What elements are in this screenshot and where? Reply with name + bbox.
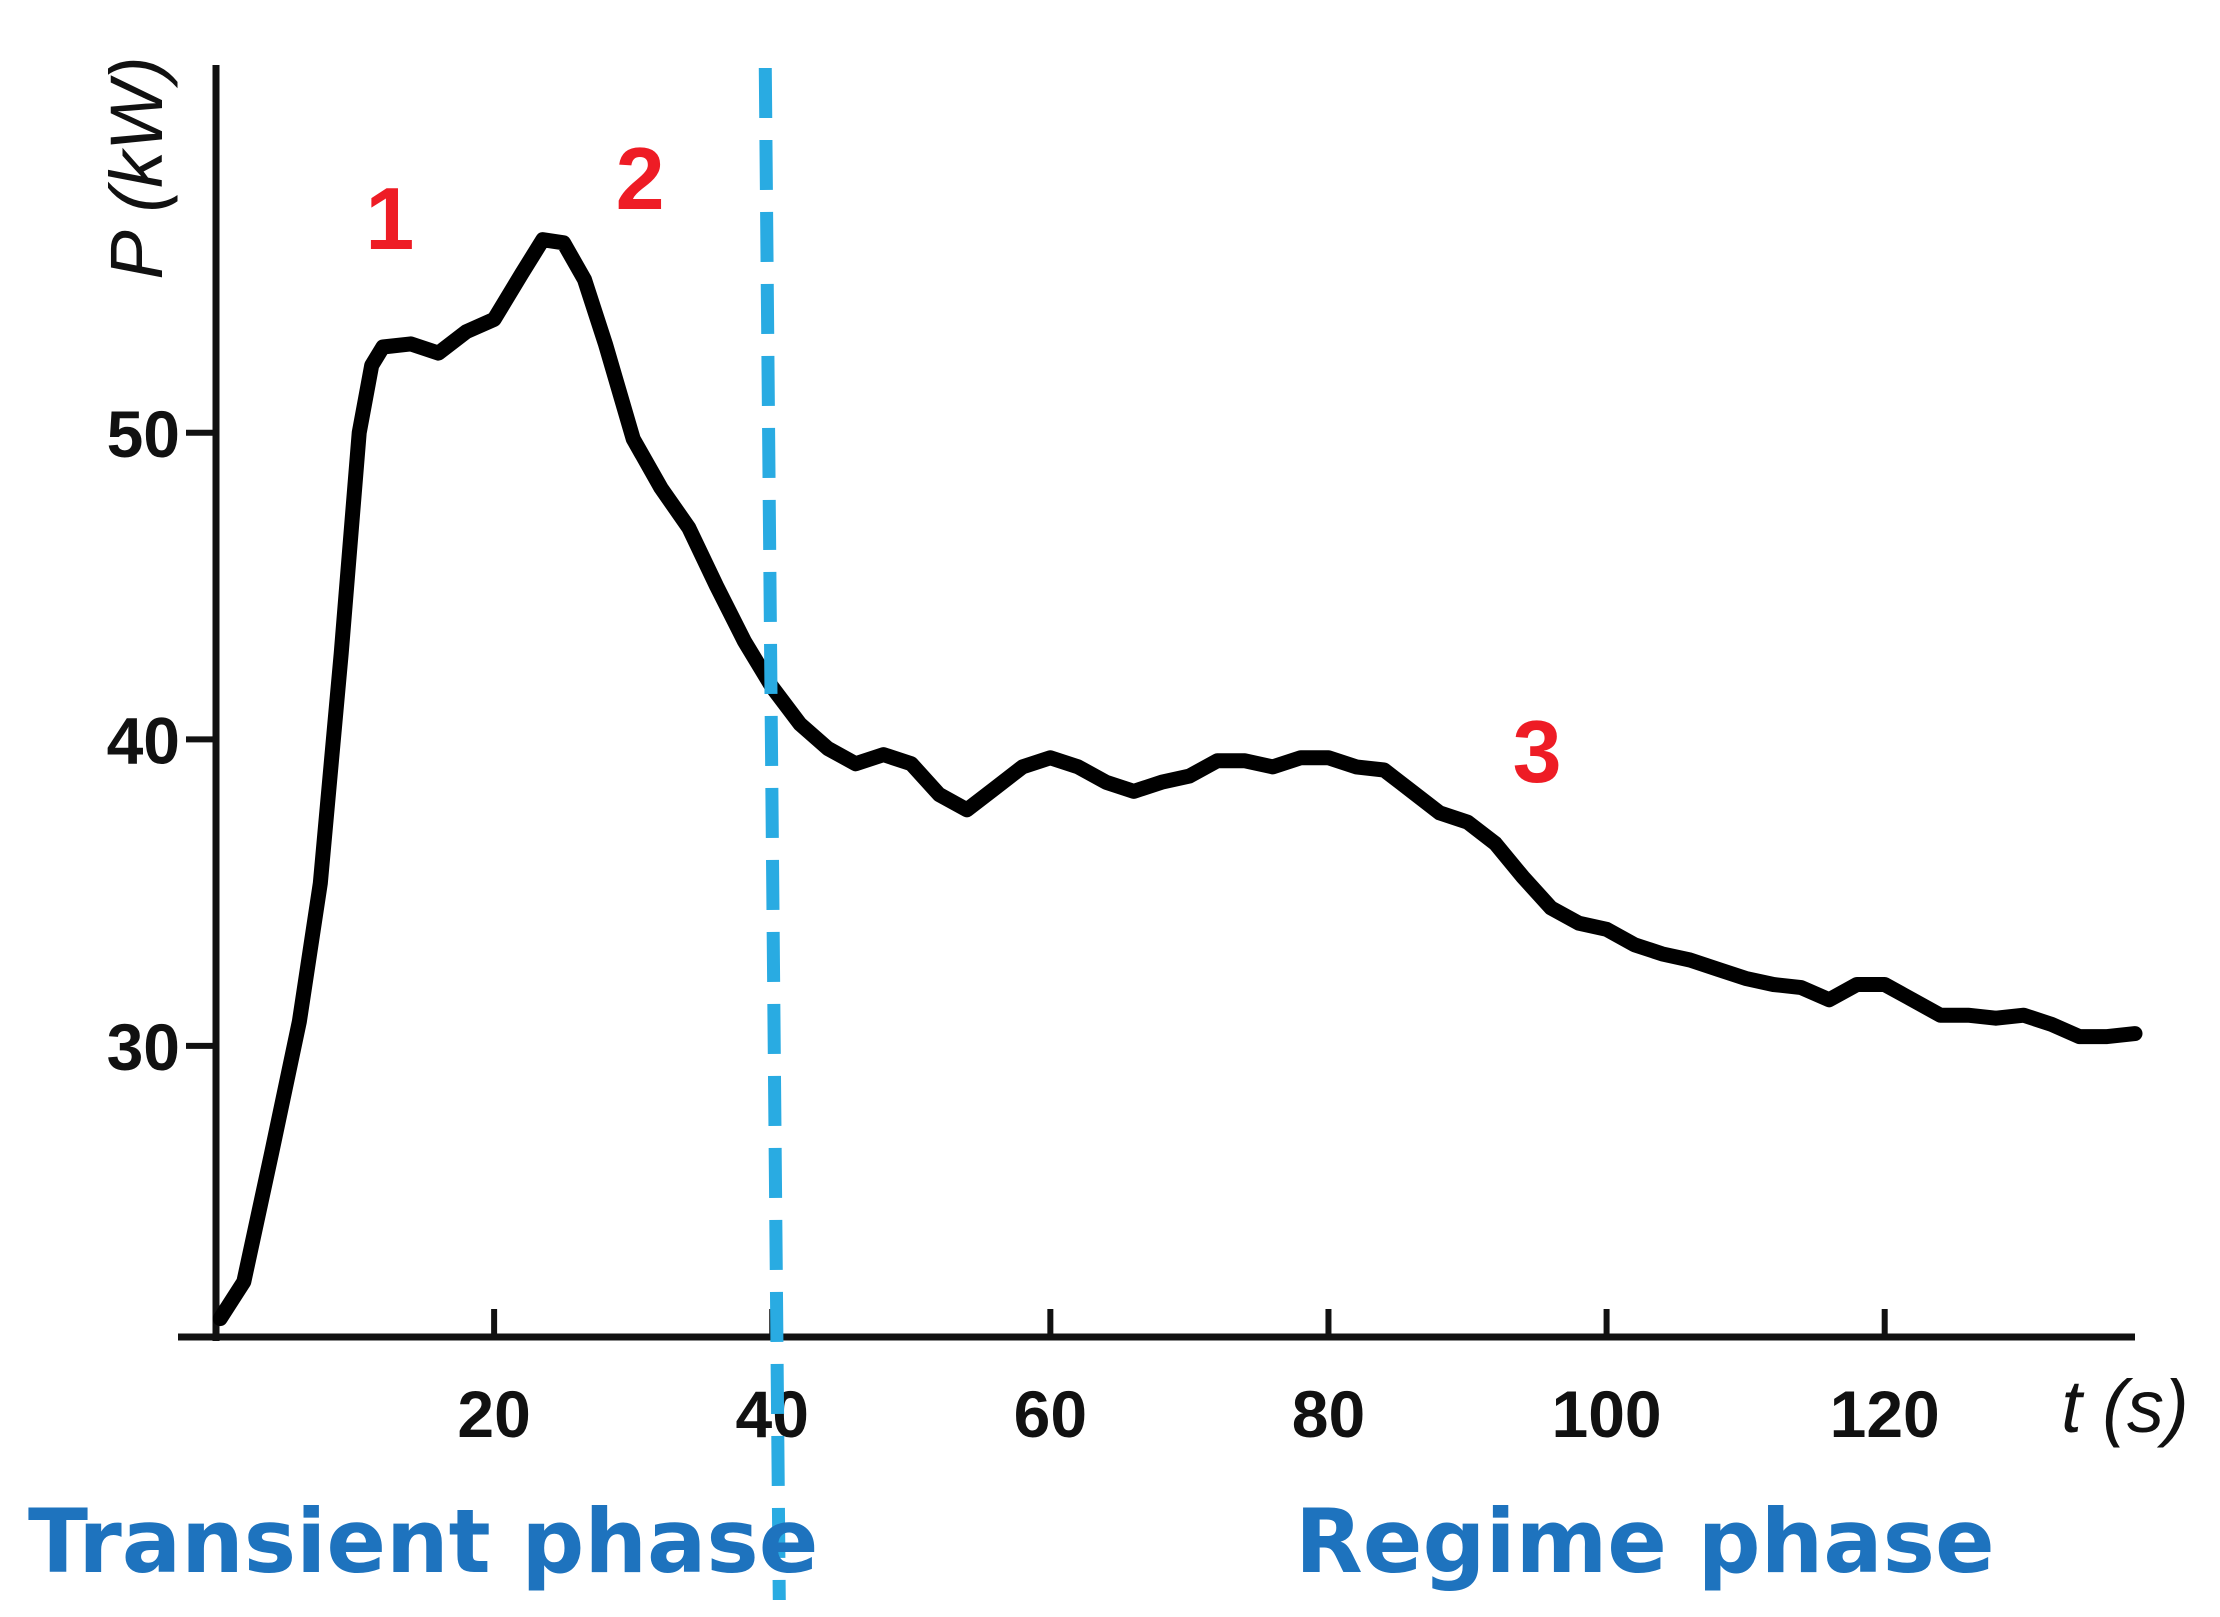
y-tick-label: 30 <box>107 1010 180 1084</box>
power-series-line <box>212 232 2143 1327</box>
y-ticks: 30 40 50 <box>107 397 216 1084</box>
transient-phase-label: Transient phase <box>28 1490 818 1593</box>
regime-phase-label: Regime phase <box>1295 1490 1995 1593</box>
marker-label-2: 2 <box>616 129 665 228</box>
phase-divider-dashed-line <box>758 67 786 1601</box>
y-tick-label: 50 <box>107 397 180 471</box>
x-tick-label: 60 <box>1014 1377 1087 1451</box>
marker-label-3: 3 <box>1513 702 1562 801</box>
y-tick-label: 40 <box>107 703 180 777</box>
x-axis-title: t (s) <box>2061 1365 2188 1448</box>
x-tick-label: 80 <box>1292 1377 1365 1451</box>
y-axis-title: P (kW) <box>95 56 178 279</box>
x-tick-label: 100 <box>1552 1377 1662 1451</box>
axes <box>178 65 2135 1341</box>
x-tick-label: 20 <box>457 1377 530 1451</box>
x-tick-label: 120 <box>1830 1377 1940 1451</box>
marker-label-1: 1 <box>365 169 414 268</box>
